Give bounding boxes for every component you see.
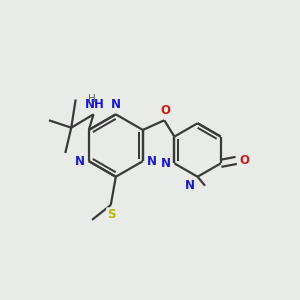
Text: NH: NH <box>85 98 105 111</box>
Text: N: N <box>75 154 85 168</box>
Text: N: N <box>161 157 171 170</box>
Text: S: S <box>107 208 115 221</box>
Text: O: O <box>160 104 170 117</box>
Text: O: O <box>239 154 249 167</box>
Text: N: N <box>146 154 156 168</box>
Text: N: N <box>185 179 195 192</box>
Text: N: N <box>111 98 121 111</box>
Text: H: H <box>88 94 96 104</box>
